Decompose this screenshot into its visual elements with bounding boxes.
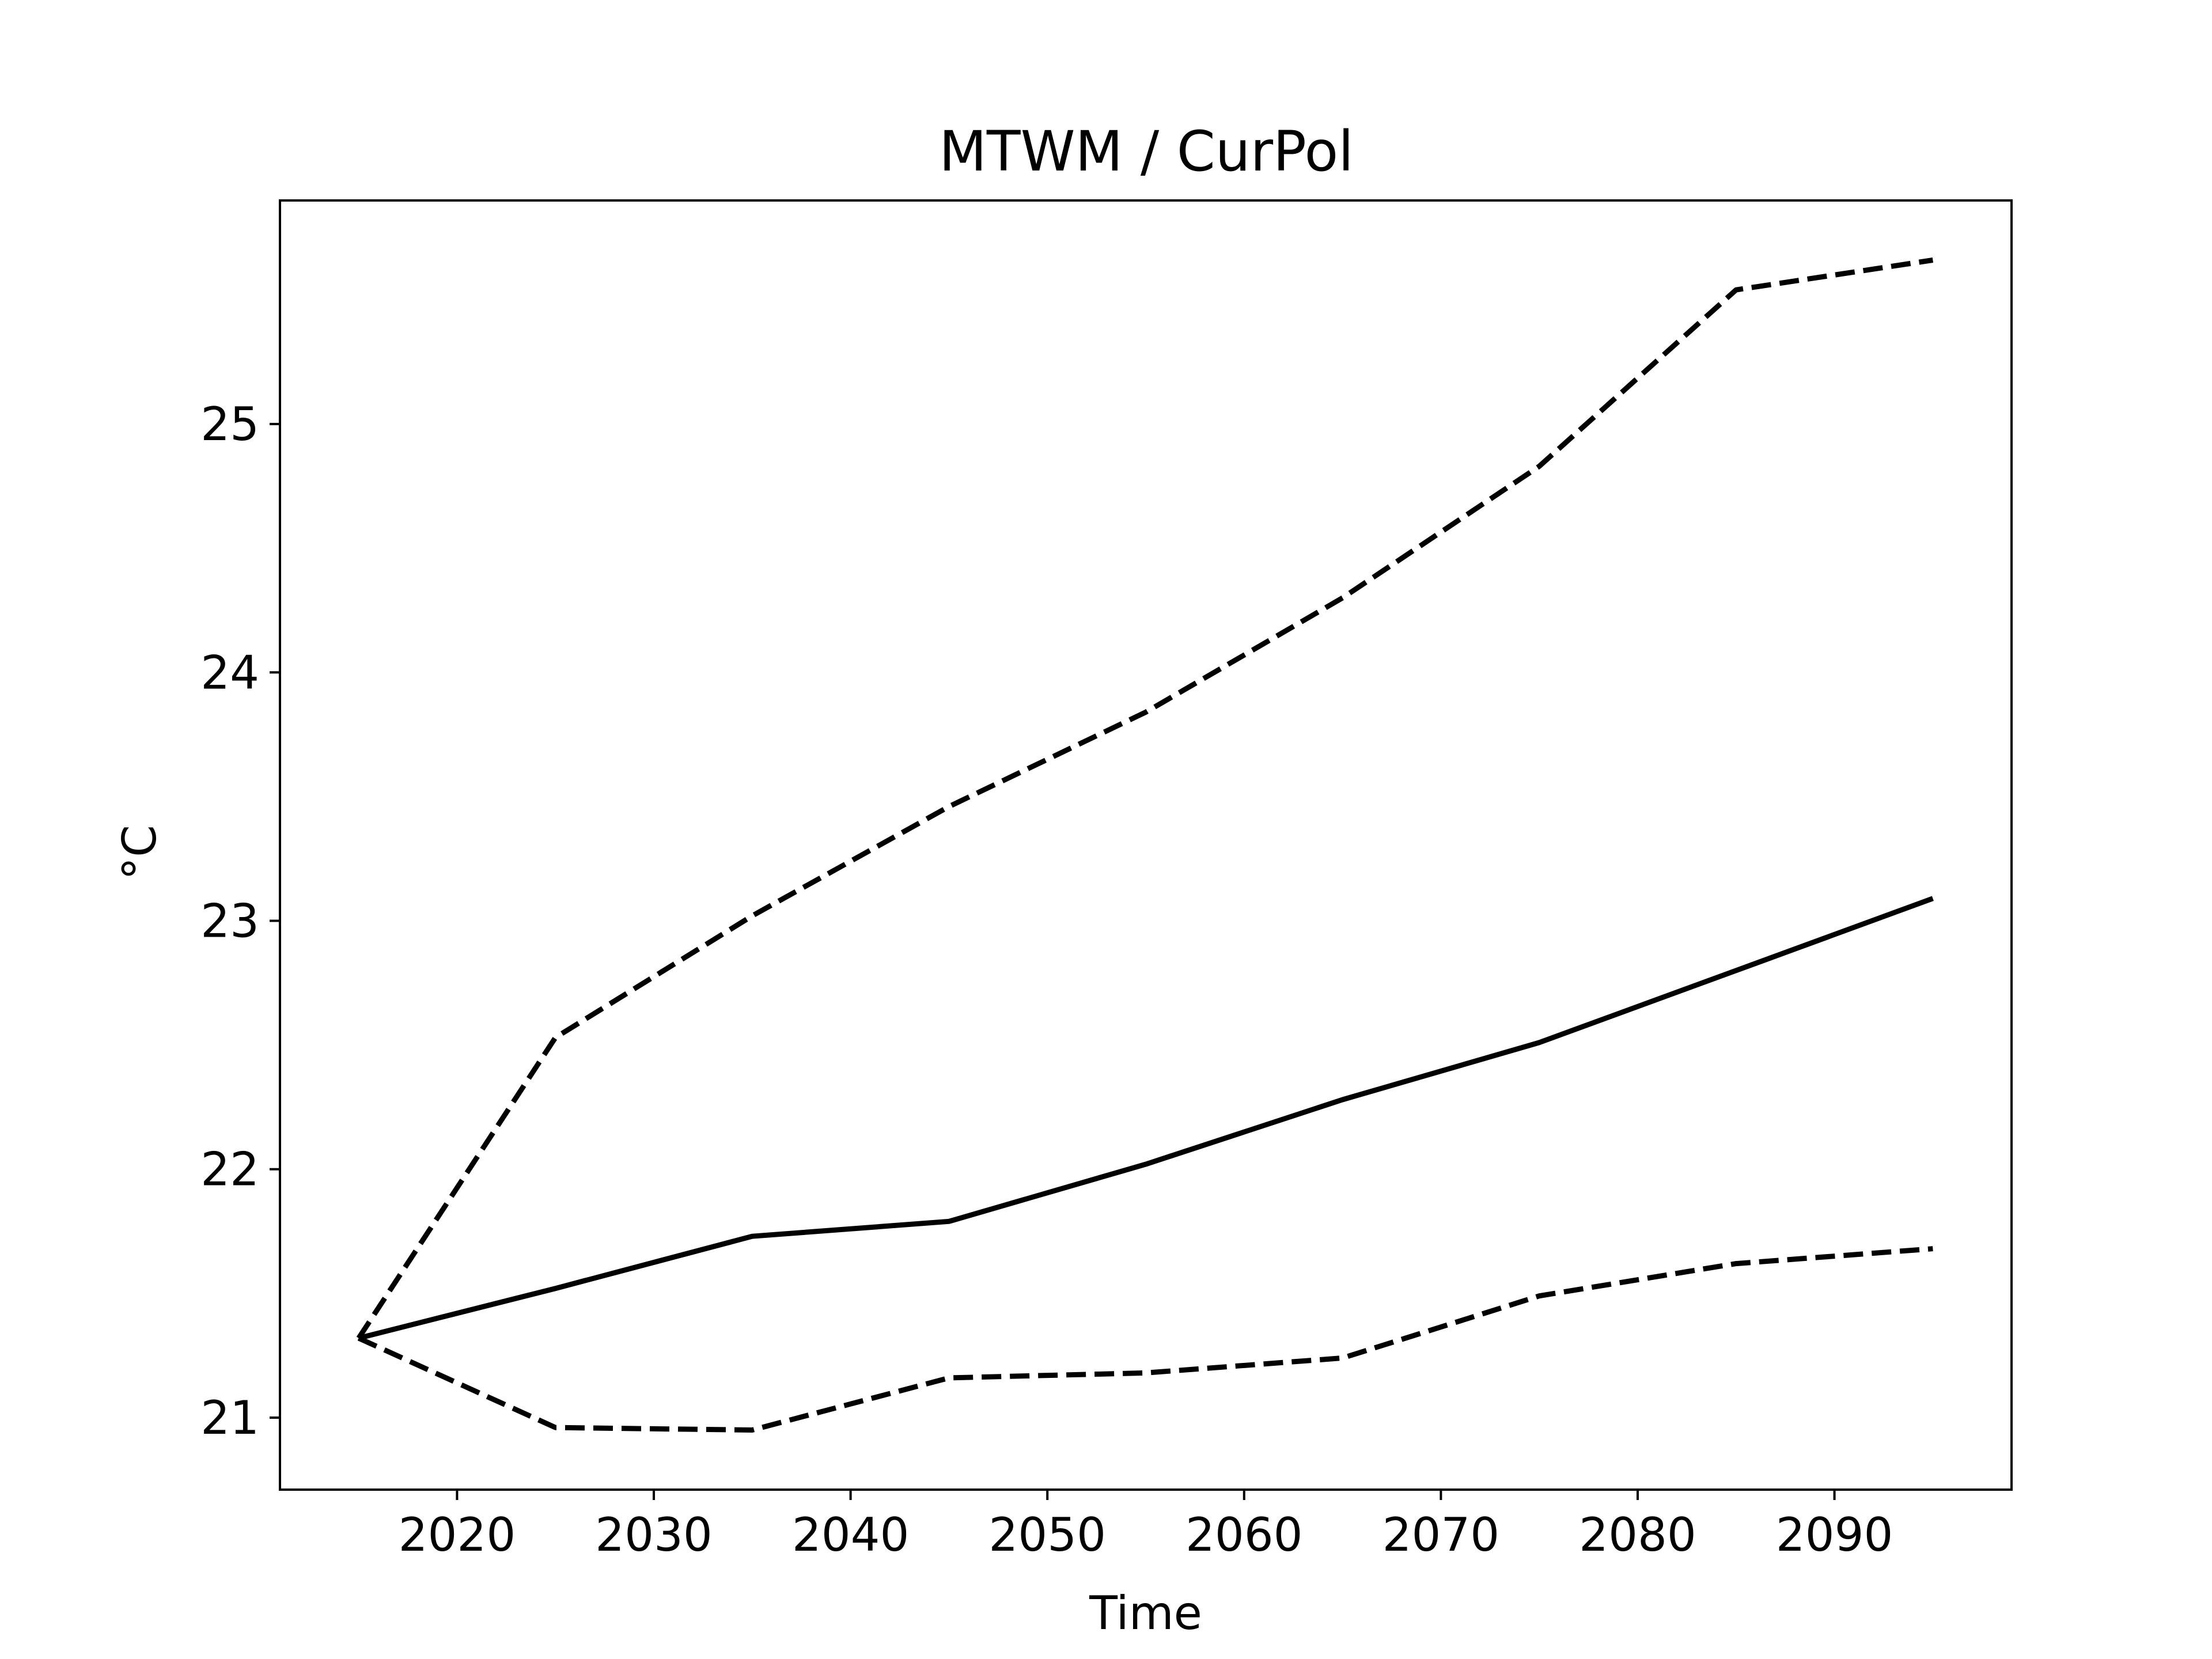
y-tick-label: 22: [200, 1143, 259, 1196]
x-axis-ticks: 2020 2030 2040 2050 2060 2070 2080 2090: [399, 1490, 1893, 1562]
y-tick-label: 24: [200, 646, 259, 699]
x-tick-label: 2040: [792, 1508, 910, 1562]
solid-series-line-0: [358, 896, 1934, 1341]
dashed-series-line-1: [356, 257, 1934, 1340]
y-tick-label: 21: [200, 1391, 259, 1445]
x-tick-label: 2080: [1579, 1508, 1696, 1562]
x-tick-label: 2020: [399, 1508, 516, 1562]
x-tick-label: 2050: [988, 1508, 1106, 1562]
x-tick-label: 2090: [1776, 1508, 1893, 1562]
plot-area: [279, 199, 2013, 1491]
y-axis-ticks: 21 22 23 24 25: [200, 397, 280, 1445]
x-tick-label: 2030: [595, 1508, 713, 1562]
y-axis-label: °C: [113, 825, 166, 880]
y-tick-label: 25: [200, 397, 259, 451]
chart-title: MTWM / CurPol: [939, 119, 1354, 184]
x-tick-label: 2070: [1382, 1508, 1500, 1562]
y-tick-label: 23: [200, 895, 259, 948]
axes-frame: [279, 199, 2013, 1491]
x-tick-label: 2060: [1185, 1508, 1303, 1562]
series-layer: [356, 257, 1934, 1433]
x-axis-label: Time: [1089, 1586, 1202, 1640]
